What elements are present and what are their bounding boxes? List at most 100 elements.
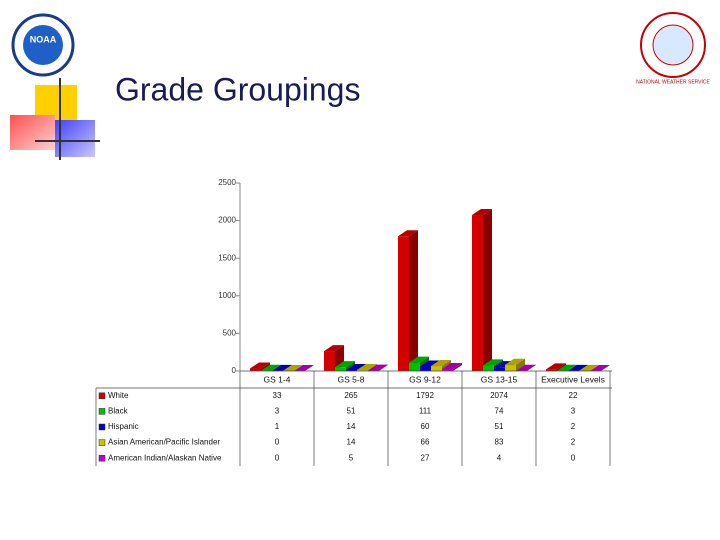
bar xyxy=(324,351,335,371)
table-value: 14 xyxy=(347,438,356,447)
table-value: 4 xyxy=(497,453,502,462)
bar-top xyxy=(579,364,599,371)
table-value: 0 xyxy=(571,453,576,462)
x-tick-label: GS 1-4 xyxy=(264,374,291,384)
deco-square xyxy=(55,120,95,157)
bar-top xyxy=(398,230,418,237)
bar-top xyxy=(472,209,492,216)
bar-top xyxy=(568,364,588,371)
logo-text: NOAA xyxy=(30,34,57,44)
bar-top xyxy=(335,361,355,368)
bar-top xyxy=(272,364,292,371)
x-tick-label: GS 13-15 xyxy=(481,374,518,384)
bar-top xyxy=(590,365,610,371)
bar xyxy=(505,364,516,371)
bar-top xyxy=(505,358,525,365)
nws-logo: NATIONAL WEATHER SERVICE xyxy=(636,12,711,85)
bar xyxy=(420,366,431,371)
bar xyxy=(442,368,453,371)
y-tick-label: 1000 xyxy=(218,291,236,300)
x-tick-label: GS 5-8 xyxy=(338,374,365,384)
bar-side xyxy=(261,362,270,371)
table-value: 33 xyxy=(273,391,282,400)
table-value: 2074 xyxy=(490,391,508,400)
y-tick-label: 2000 xyxy=(218,216,236,225)
bar xyxy=(431,366,442,371)
table-value: 74 xyxy=(495,407,504,416)
table-value: 83 xyxy=(495,438,504,447)
y-tick-label: 1500 xyxy=(218,253,236,262)
x-tick-label: GS 9-12 xyxy=(409,374,441,384)
table-value: 111 xyxy=(419,407,432,416)
table-value: 27 xyxy=(421,453,430,462)
bar-side xyxy=(527,364,536,371)
table-value: 3 xyxy=(275,407,280,416)
legend-key xyxy=(98,408,106,415)
legend-key xyxy=(98,454,106,462)
bar-side xyxy=(590,364,599,371)
table-value: 2 xyxy=(571,438,576,447)
bar-top xyxy=(357,363,377,370)
legend-label: American Indian/Alaskan Native xyxy=(108,453,222,462)
legend-key xyxy=(98,439,106,446)
bar-top xyxy=(346,363,366,370)
bar-top xyxy=(294,365,314,371)
bar-side xyxy=(283,364,292,371)
table-value: 1 xyxy=(275,422,280,431)
legend-key xyxy=(98,392,106,400)
bar xyxy=(346,369,357,371)
bar-top xyxy=(546,363,566,370)
bar xyxy=(250,368,261,371)
bar-top xyxy=(442,362,462,369)
bar xyxy=(472,215,483,371)
bar-top xyxy=(368,364,388,371)
table-value: 66 xyxy=(421,438,430,447)
legend-key xyxy=(98,423,106,431)
table-value: 51 xyxy=(495,422,504,431)
x-tick-label: Executive Levels xyxy=(541,374,605,384)
table-value: 60 xyxy=(421,422,430,431)
legend-label: White xyxy=(108,391,129,400)
table-value: 51 xyxy=(347,407,356,416)
table-value: 2 xyxy=(571,422,576,431)
y-tick-label: 2500 xyxy=(218,178,236,187)
bar xyxy=(335,367,346,371)
bar-top xyxy=(483,359,503,366)
table-value: 3 xyxy=(571,407,576,416)
bar-top xyxy=(250,362,270,369)
legend-label: Hispanic xyxy=(108,422,139,431)
table-value: 22 xyxy=(569,391,578,400)
noaa-logo: NOAA xyxy=(11,13,75,77)
bar xyxy=(483,365,494,371)
bar-side xyxy=(483,209,492,371)
logo-text: NATIONAL WEATHER SERVICE xyxy=(636,79,710,85)
bar-side xyxy=(557,363,566,371)
table-value: 0 xyxy=(275,438,280,447)
bar-top xyxy=(420,360,440,367)
bar-top xyxy=(409,356,429,363)
bar-side xyxy=(409,230,418,371)
bar-top xyxy=(516,364,536,371)
bar-side xyxy=(379,364,388,371)
slide-title: Grade Groupings xyxy=(115,71,360,107)
table-value: 14 xyxy=(347,422,356,431)
bar xyxy=(398,236,409,371)
bar xyxy=(357,369,368,371)
bar-top xyxy=(557,364,577,371)
table-value: 5 xyxy=(349,453,354,462)
table-value: 1792 xyxy=(416,391,434,400)
bar-side xyxy=(453,362,462,371)
legend-label: Asian American/Pacific Islander xyxy=(108,438,220,447)
table-value: 0 xyxy=(275,453,280,462)
y-tick-label: 500 xyxy=(223,329,237,338)
y-tick-label: 0 xyxy=(232,366,237,375)
bar xyxy=(546,369,557,371)
bar-top xyxy=(283,365,303,371)
table-value: 265 xyxy=(344,391,358,400)
deco-square xyxy=(10,115,55,150)
bar xyxy=(409,362,420,371)
bar-top xyxy=(261,364,281,371)
bar-top xyxy=(324,345,344,352)
